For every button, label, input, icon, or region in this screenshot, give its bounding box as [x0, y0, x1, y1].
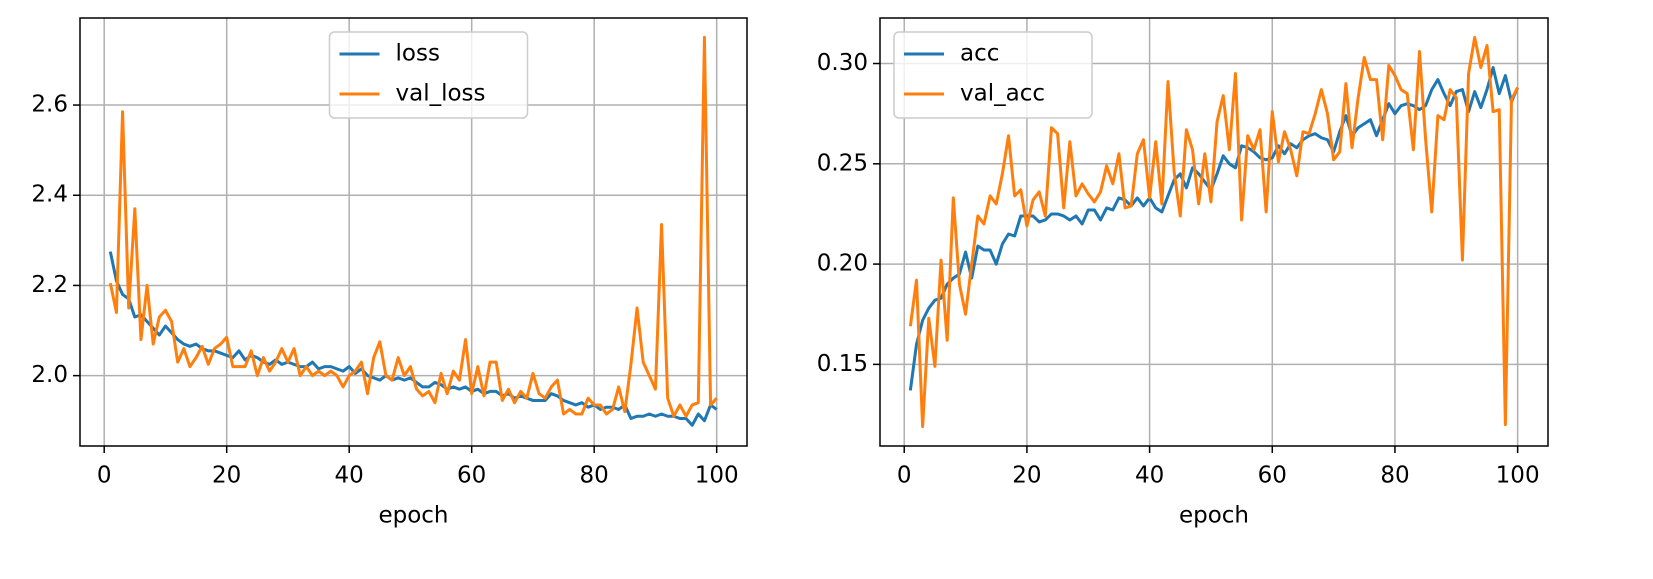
- x-axis-label: epoch: [1179, 503, 1249, 529]
- x-tick-label: 40: [1135, 463, 1164, 489]
- y-tick-label: 2.6: [31, 92, 68, 118]
- legend-label: loss: [396, 41, 440, 67]
- y-tick-label: 0.25: [817, 150, 868, 176]
- y-tick-label: 0.30: [817, 50, 868, 76]
- x-tick-label: 0: [897, 463, 912, 489]
- y-tick-label: 2.2: [31, 272, 68, 298]
- x-tick-label: 80: [1380, 463, 1409, 489]
- data-line: [108, 35, 718, 418]
- legend-label: val_loss: [396, 81, 486, 107]
- y-tick-label: 2.4: [31, 182, 68, 208]
- x-tick-label: 20: [1012, 463, 1041, 489]
- x-tick-label: 80: [580, 463, 609, 489]
- x-tick-label: 0: [97, 463, 112, 489]
- x-tick-label: 100: [695, 463, 739, 489]
- legend-label: acc: [960, 41, 999, 67]
- axes-frame: [79, 17, 748, 447]
- axes-frame: [879, 17, 1549, 447]
- x-tick-label: 100: [1496, 463, 1540, 489]
- y-tick-label: 0.15: [817, 351, 868, 377]
- y-tick-label: 0.20: [817, 251, 868, 277]
- x-tick-label: 40: [335, 463, 364, 489]
- y-tick-label: 2.0: [31, 362, 68, 388]
- data-line: [908, 35, 1519, 429]
- x-axis-label: epoch: [378, 503, 448, 529]
- x-tick-label: 60: [1258, 463, 1287, 489]
- x-tick-label: 20: [212, 463, 241, 489]
- x-tick-label: 60: [457, 463, 486, 489]
- legend-label: val_acc: [960, 81, 1045, 107]
